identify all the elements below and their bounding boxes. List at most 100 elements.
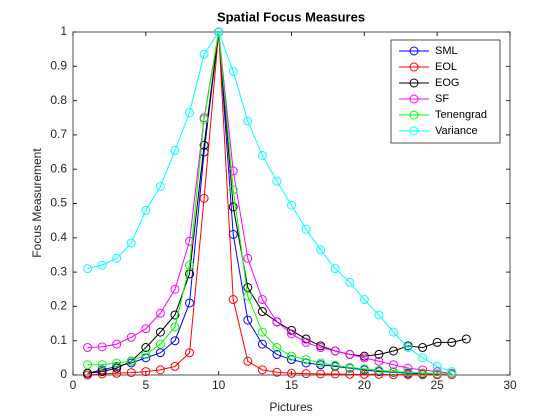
data-point <box>345 369 355 379</box>
data-point <box>316 369 326 379</box>
data-point <box>287 200 296 210</box>
data-point <box>301 358 311 368</box>
data-point <box>243 283 253 293</box>
y-tick-label: 0.9 <box>50 58 67 72</box>
legend-marker <box>409 62 419 72</box>
data-point <box>141 367 151 377</box>
data-point <box>388 327 398 337</box>
data-point <box>330 264 340 274</box>
legend-box <box>390 39 501 144</box>
legend-label: Variance <box>435 125 478 137</box>
data-point <box>214 27 224 37</box>
data-point <box>447 369 457 379</box>
legend-label: SML <box>435 45 458 57</box>
data-point <box>170 284 180 294</box>
y-tick-label: 0.7 <box>50 127 67 141</box>
data-point <box>97 367 107 377</box>
data-point <box>141 349 151 359</box>
data-point <box>112 339 122 349</box>
data-point <box>403 367 413 377</box>
data-point <box>447 337 457 347</box>
data-point <box>97 360 107 370</box>
data-point <box>257 365 267 375</box>
y-tick-label: 0 <box>60 367 67 381</box>
data-point <box>185 348 195 358</box>
data-point <box>359 295 369 305</box>
data-point <box>359 369 369 379</box>
data-point <box>83 368 93 378</box>
data-point <box>155 365 165 375</box>
data-point <box>97 260 107 270</box>
data-point <box>126 368 136 378</box>
data-point <box>112 253 122 263</box>
legend-marker <box>409 110 419 120</box>
data-point <box>155 339 165 349</box>
data-point <box>228 166 238 176</box>
data-point <box>418 353 428 363</box>
data-point <box>301 224 311 234</box>
legend: SML EOL EOG SF Tenengrad Variance <box>390 39 501 144</box>
data-point <box>243 356 253 366</box>
x-tick-label: 15 <box>285 378 299 392</box>
data-point <box>228 202 238 212</box>
x-axis-label: Pictures <box>269 400 312 414</box>
data-point <box>155 181 165 191</box>
data-point <box>126 332 136 342</box>
data-point <box>374 356 384 366</box>
data-point <box>432 361 442 371</box>
data-point <box>316 343 326 353</box>
data-point <box>170 322 180 332</box>
x-tick-label: 25 <box>430 378 444 392</box>
data-point <box>126 356 136 366</box>
data-point <box>330 346 340 356</box>
data-point <box>316 358 326 368</box>
legend-label: EOG <box>435 77 459 89</box>
data-point <box>374 349 384 359</box>
data-point <box>359 353 369 363</box>
data-point <box>243 315 253 325</box>
data-point <box>228 66 238 76</box>
legend-label: Tenengrad <box>435 109 487 121</box>
data-point <box>141 205 151 215</box>
y-tick-label: 0.2 <box>50 299 67 313</box>
data-point <box>432 337 442 347</box>
chart-title: Spatial Focus Measures <box>217 9 365 24</box>
data-point <box>83 264 93 274</box>
data-point <box>272 176 282 186</box>
series-line <box>87 31 452 375</box>
data-point <box>388 346 398 356</box>
data-point <box>257 295 267 305</box>
data-point <box>141 343 151 353</box>
data-point <box>112 368 122 378</box>
data-point <box>155 348 165 358</box>
data-point <box>170 145 180 155</box>
data-point <box>359 364 369 374</box>
legend-marker <box>409 94 419 104</box>
data-point <box>83 343 93 353</box>
data-point <box>243 253 253 263</box>
data-point <box>185 236 195 246</box>
data-point <box>83 360 93 370</box>
data-point <box>199 140 209 150</box>
data-point <box>388 360 398 370</box>
data-point <box>257 150 267 160</box>
data-point <box>112 358 122 368</box>
data-point <box>228 185 238 195</box>
y-tick-label: 1 <box>60 24 67 38</box>
data-point <box>97 342 107 352</box>
data-point <box>287 368 296 378</box>
data-point <box>126 238 136 248</box>
data-point <box>330 360 340 370</box>
x-tick-label: 10 <box>212 378 226 392</box>
legend-marker <box>409 126 419 136</box>
data-point <box>185 269 195 279</box>
data-point <box>185 298 195 308</box>
data-point <box>345 277 355 287</box>
data-point <box>374 365 384 375</box>
y-tick-label: 0.4 <box>50 230 67 244</box>
data-point <box>388 367 398 377</box>
data-point <box>301 337 311 347</box>
data-point <box>301 369 311 379</box>
data-point <box>97 369 107 379</box>
